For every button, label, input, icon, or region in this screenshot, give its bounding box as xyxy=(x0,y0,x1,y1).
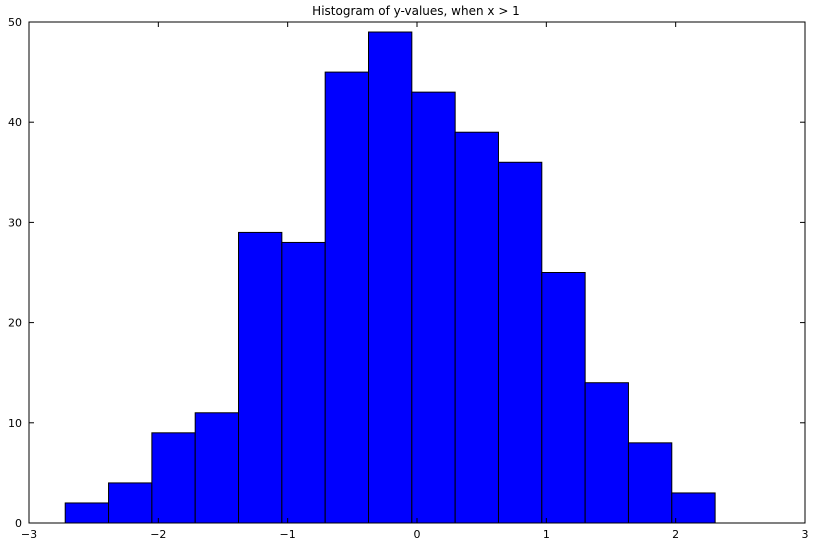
histogram-bar xyxy=(671,492,716,524)
histogram-bar xyxy=(584,382,629,524)
histogram-bar xyxy=(324,71,370,524)
y-tick-label: 30 xyxy=(8,216,22,229)
y-tick-label: 40 xyxy=(8,116,22,129)
histogram-bar xyxy=(411,91,456,524)
histogram-bar xyxy=(497,161,543,524)
histogram-bar xyxy=(541,272,586,524)
bars-group xyxy=(64,31,716,524)
histogram-bar xyxy=(238,231,283,524)
histogram-bar xyxy=(281,241,326,524)
x-tick-label: 3 xyxy=(802,528,809,541)
x-tick-label: 1 xyxy=(543,528,550,541)
y-tick-label: 0 xyxy=(15,517,22,530)
histogram-bar xyxy=(368,31,413,524)
plot-frame xyxy=(28,21,806,524)
x-tick-label: −3 xyxy=(21,528,37,541)
histogram-bar xyxy=(64,502,110,524)
histogram-bar xyxy=(194,412,240,524)
x-tick-label: 0 xyxy=(414,528,421,541)
histogram-bar xyxy=(454,131,499,524)
ticks-group xyxy=(29,22,805,523)
y-tick-label: 10 xyxy=(8,417,22,430)
histogram-bar xyxy=(627,442,673,524)
x-tick-label: −2 xyxy=(150,528,166,541)
histogram-bar xyxy=(151,432,196,524)
x-tick-label: 2 xyxy=(672,528,679,541)
y-tick-label: 20 xyxy=(8,317,22,330)
chart-title: Histogram of y-values, when x > 1 xyxy=(312,4,520,18)
histogram-bar xyxy=(108,482,153,524)
y-tick-label: 50 xyxy=(8,16,22,29)
x-tick-label: −1 xyxy=(280,528,296,541)
